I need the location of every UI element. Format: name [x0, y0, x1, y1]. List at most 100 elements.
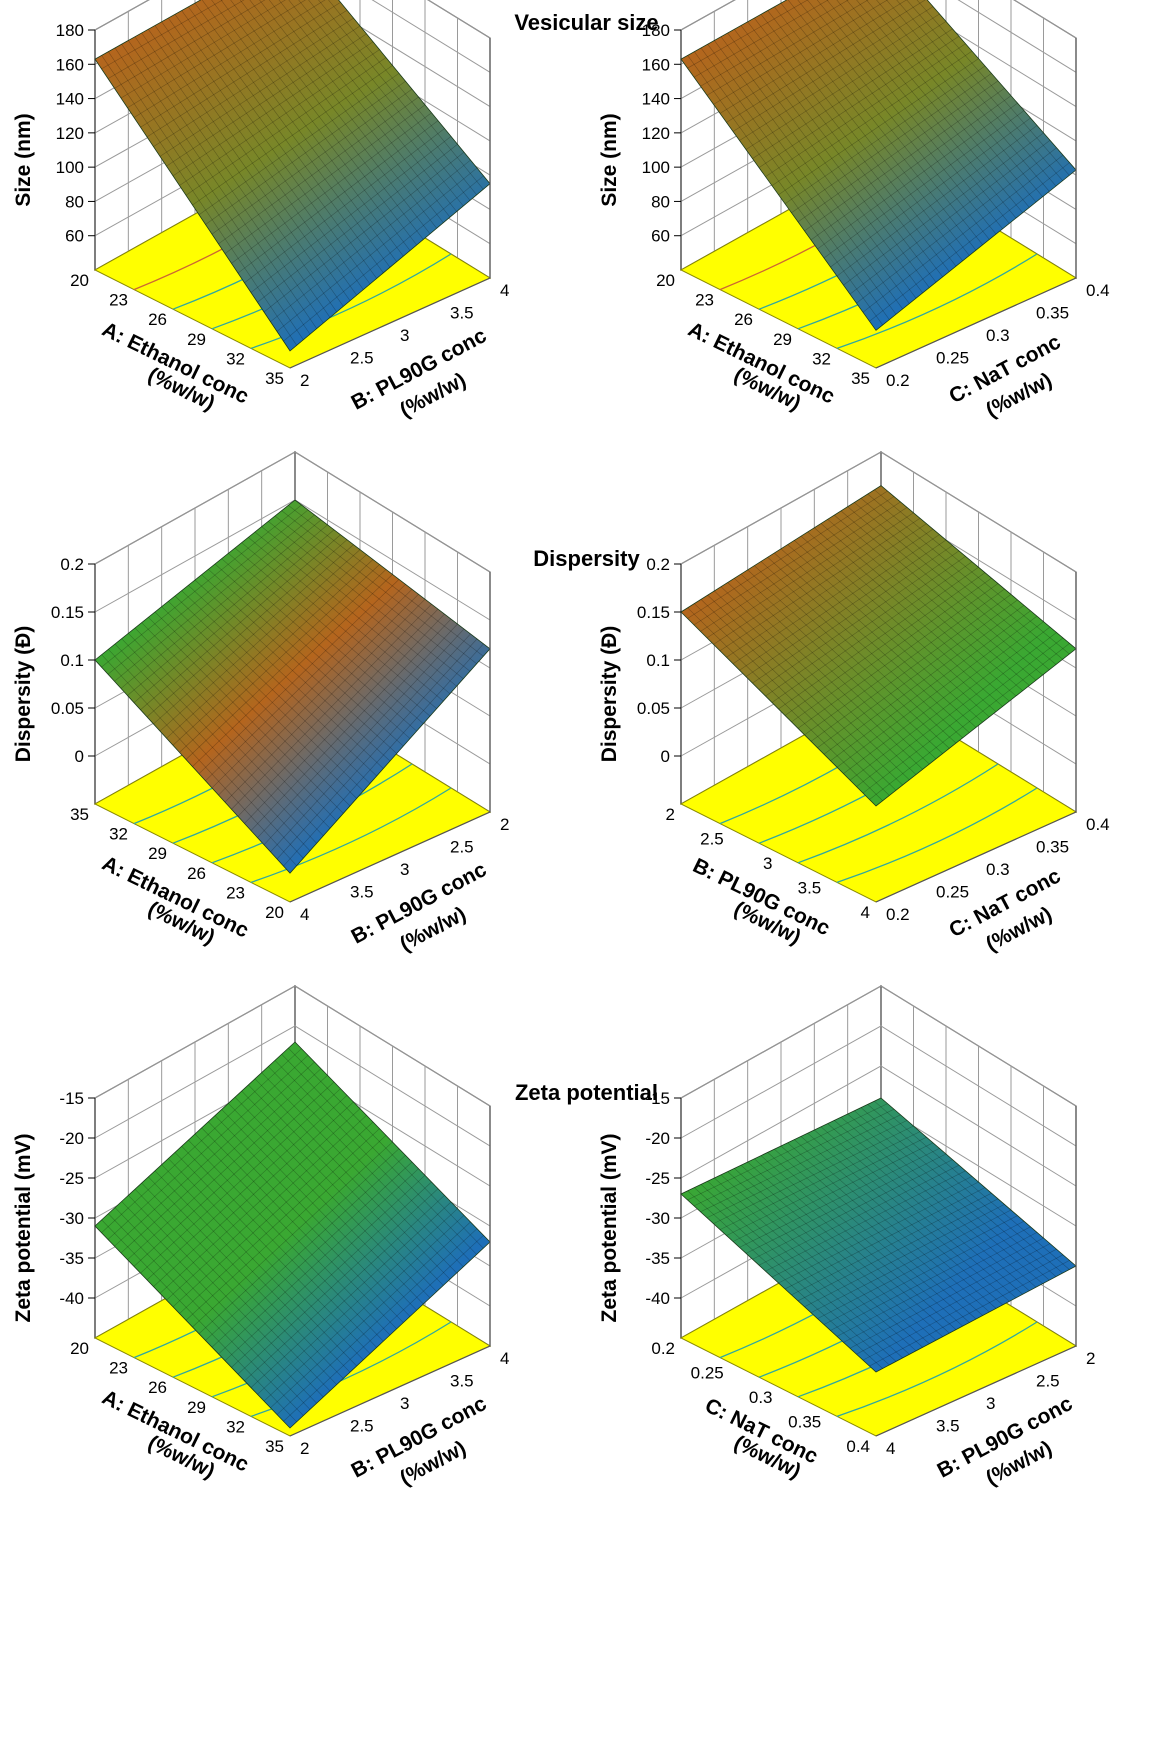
surface-mesh-line [787, 544, 983, 723]
surface-mesh-line [886, 0, 1050, 192]
surface-plot-size-ethanol-nat: 60 80 100 120 140 160 180 Size (nm) 20 23 26 29 32 35… [598, 0, 1110, 422]
surface-mesh-line [231, 1181, 432, 1368]
surface-mesh-line [687, 607, 883, 801]
surface-mesh-line [146, 9, 348, 138]
z-tick-label: 0 [75, 747, 84, 766]
response-surface [94, 1041, 491, 1429]
surface-mesh-line [765, 43, 966, 177]
surface-mesh-line [849, 140, 1051, 295]
z-tick-label: 0 [661, 747, 670, 766]
surface-mesh-line [230, 0, 417, 246]
surface-mesh-line [278, 0, 451, 218]
surface-mesh-line [807, 0, 997, 235]
left-axis-tick-label: 20 [265, 903, 284, 922]
wall-grid-line [680, 985, 1077, 1107]
z-tick-label: -20 [59, 1129, 84, 1148]
surface-mesh-line [780, 548, 977, 728]
left-axis-tick-label: 35 [70, 805, 89, 824]
right-axis-tick-label: 2 [1086, 1349, 1095, 1368]
surface-mesh-line [862, 1254, 1064, 1361]
surface-mesh-line [860, 1107, 1057, 1277]
surface-mesh-line [869, 643, 1070, 800]
surface-mesh-line [747, 569, 943, 754]
surface-mesh-line [101, 1048, 302, 1233]
surface-mesh-line [694, 1187, 890, 1366]
surface-mesh-line [218, 594, 419, 796]
surface-mesh-line [767, 1152, 963, 1327]
surface-mesh-line [250, 136, 452, 293]
surface-mesh-line [148, 1176, 344, 1379]
surface-mesh-line [700, 1184, 897, 1362]
section-title-zeta-potential: Zeta potential [514, 1080, 658, 1105]
left-axis-tick-label: 4 [861, 903, 870, 922]
surface-mesh-line [254, 531, 451, 694]
surface-mesh-line [700, 0, 849, 87]
surface-mesh-line [107, 509, 309, 675]
left-axis-tick-label: 2.5 [700, 830, 724, 849]
surface-mesh-line [849, 1243, 1051, 1349]
surface-mesh-line [694, 51, 890, 320]
surface-mesh-line [276, 638, 478, 860]
surface-mesh-line [820, 523, 1017, 697]
surface-mesh-line [133, 0, 326, 118]
surface-mesh-line [843, 1237, 1044, 1343]
surface-mesh-line [849, 626, 1051, 781]
z-tick-label: 0.1 [646, 651, 670, 670]
surface-mesh-line [185, 569, 387, 760]
surface-mesh-line [830, 1226, 1031, 1331]
left-axis-tick-label: 29 [773, 330, 792, 349]
surface-mesh-line [127, 0, 306, 109]
wall-grid-line [680, 451, 1077, 573]
surface-mesh-line [745, 1153, 947, 1254]
surface-mesh-line [128, 633, 324, 837]
surface-mesh-line [257, 623, 458, 838]
z-tick-label: -35 [59, 1249, 84, 1268]
surface-mesh-line [194, 579, 391, 762]
surface-mesh-line [862, 637, 1064, 794]
surface-mesh-line [791, 577, 992, 723]
right-axis-tick-label: 0.35 [1036, 838, 1069, 857]
right-axis-tick-label: 0.2 [886, 905, 910, 924]
surface-mesh-line [726, 0, 926, 123]
left-axis-tick-label: 23 [109, 1359, 128, 1378]
surface-mesh-line [727, 32, 923, 294]
surface-mesh-line [134, 627, 331, 829]
surface-mesh-line [114, 1207, 311, 1410]
right-axis-tick-label: 3.5 [936, 1417, 960, 1436]
surface-mesh-line [817, 599, 1018, 749]
surface-mesh-line [214, 1115, 411, 1317]
surface-mesh-line [274, 515, 471, 672]
surface-mesh-line [298, 0, 464, 207]
surface-mesh-line [771, 50, 973, 186]
surface-mesh-line [732, 1142, 934, 1242]
surface-mesh-line [185, 1135, 387, 1321]
surface-mesh-line [810, 1209, 1012, 1313]
surface-mesh-line [714, 590, 910, 781]
surface-mesh-line [817, 1215, 1018, 1319]
surface-mesh-line [188, 585, 384, 769]
z-tick-label: 80 [65, 192, 84, 211]
left-axis-tick-label: 29 [187, 1398, 206, 1417]
surface-patch [680, 485, 1077, 807]
z-tick-label: 0.2 [646, 555, 670, 574]
left-axis-tick-label: 29 [187, 330, 206, 349]
surface-mesh-line [121, 638, 317, 844]
right-axis-tick-label: 0.4 [1086, 281, 1110, 300]
z-tick-label: 0.15 [637, 603, 670, 622]
surface-mesh-line [214, 563, 411, 739]
z-axis-title: Zeta potential (mV) [598, 1133, 621, 1322]
surface-mesh-line [765, 556, 966, 697]
contour-line [797, 763, 999, 864]
surface-mesh-line [228, 553, 424, 724]
surface-mesh-line [834, 514, 1030, 686]
surface-mesh-line [192, 65, 393, 206]
surface-mesh-line [827, 519, 1023, 691]
z-tick-label: 100 [642, 158, 670, 177]
surface-mesh-line [168, 601, 364, 792]
z-tick-label: 0.15 [51, 603, 84, 622]
response-surface [680, 1097, 1077, 1373]
surface-mesh-line [261, 526, 457, 687]
surface-patch [94, 0, 491, 352]
